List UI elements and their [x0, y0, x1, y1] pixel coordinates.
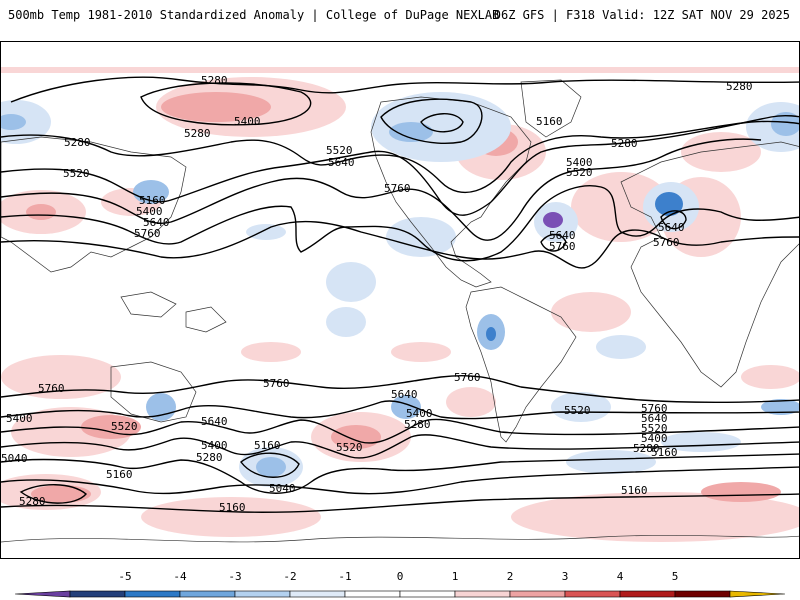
valid-time: 06Z GFS | F318 Valid: 12Z SAT NOV 29 202…: [493, 8, 790, 22]
contour-label: 5640: [143, 216, 170, 229]
contour-label: 5640: [328, 156, 355, 169]
contour-label: 5520: [326, 144, 353, 157]
colorbar-label: 3: [561, 570, 569, 583]
colorbar-label: -3: [228, 570, 242, 583]
contour-label: 5760: [454, 371, 481, 384]
contour-label: 5280: [184, 127, 211, 140]
colorbar-label: 1: [451, 570, 459, 583]
colorbar-swatch: [454, 590, 511, 598]
colorbar-label: 2: [506, 570, 514, 583]
contour-label: 5400: [6, 412, 33, 425]
contour-label: 5280: [19, 495, 46, 508]
colorbar-swatch: [564, 590, 621, 598]
contour-label: 5280: [196, 451, 223, 464]
contour-label: 5640: [641, 412, 668, 425]
contour-label: 5280: [726, 80, 753, 93]
contour-label: 5160: [106, 468, 133, 481]
colorbar-graphic: [14, 590, 786, 598]
colorbar-label: 4: [616, 570, 624, 583]
contour-label: 5640: [391, 388, 418, 401]
contour-label: 5760: [38, 382, 65, 395]
colorbar-swatch: [69, 590, 126, 598]
colorbar-label: -2: [283, 570, 297, 583]
contour-label: 5160: [219, 501, 246, 514]
colorbar-swatches: [14, 590, 786, 598]
colorbar-swatch: [619, 590, 676, 598]
colorbar-swatch: [509, 590, 566, 598]
contour-label: 5280: [404, 418, 431, 431]
colorbar-label: 0: [396, 570, 404, 583]
contour-label: 5400: [406, 407, 433, 420]
colorbar: -5 -4 -3 -2 -1 0 1 2 3 4 5: [0, 570, 800, 600]
contour-label: 5520: [63, 167, 90, 180]
contour-label: 5160: [651, 446, 678, 459]
contour-label: 5040: [1, 452, 28, 465]
contour-label: 5280: [201, 74, 228, 87]
contour-label: 5520: [564, 404, 591, 417]
contour-label: 5280: [633, 442, 660, 455]
contour-label: 5160: [621, 484, 648, 497]
height-contours: [1, 76, 799, 513]
contour-label: 5520: [111, 420, 138, 433]
contour-label: 5760: [263, 377, 290, 390]
contour-label: 5640: [201, 415, 228, 428]
contour-label: 5400: [201, 439, 228, 452]
contour-label: 5760: [134, 227, 161, 240]
contour-label: 5520: [336, 441, 363, 454]
contour-label: 5160: [536, 115, 563, 128]
contour-label: 5280: [611, 137, 638, 150]
colorbar-label: 5: [671, 570, 679, 583]
colorbar-swatch: [124, 590, 181, 598]
contour-label: 5760: [653, 236, 680, 249]
colorbar-swatch: [289, 590, 346, 598]
contour-label: 5400: [234, 115, 261, 128]
contour-label: 5280: [64, 136, 91, 149]
colorbar-label: -5: [118, 570, 132, 583]
contour-label: 5760: [384, 182, 411, 195]
colorbar-swatch: [344, 590, 401, 598]
colorbar-label: -1: [338, 570, 352, 583]
contour-label: 5640: [658, 221, 685, 234]
map-title: 500mb Temp 1981-2010 Standardized Anomal…: [8, 8, 500, 22]
anomaly-map[interactable]: 5280 5280 5400 5280 5280 5280 5160 5520 …: [0, 41, 800, 559]
contour-label: 5400: [136, 205, 163, 218]
contour-label: 5400: [566, 156, 593, 169]
colorbar-swatch: [729, 590, 786, 598]
land-outlines: [1, 79, 799, 543]
colorbar-swatch: [179, 590, 236, 598]
colorbar-swatch: [674, 590, 731, 598]
contour-label: 5760: [641, 402, 668, 415]
contour-label: 5760: [549, 240, 576, 253]
contour-label: 5040: [269, 482, 296, 495]
colorbar-label: -4: [173, 570, 187, 583]
contour-label: 5520: [566, 166, 593, 179]
contour-label: 5400: [641, 432, 668, 445]
colorbar-swatch: [399, 590, 456, 598]
header: 500mb Temp 1981-2010 Standardized Anomal…: [0, 0, 800, 32]
colorbar-swatch: [14, 590, 71, 598]
contour-label: 5640: [549, 229, 576, 242]
colorbar-swatch: [234, 590, 291, 598]
contour-label: 5520: [641, 422, 668, 435]
anomaly-shading: [1, 67, 799, 542]
contour-label: 5160: [254, 439, 281, 452]
contour-label: 5160: [139, 194, 166, 207]
contour-labels: 5280 5280 5400 5280 5280 5280 5160 5520 …: [1, 74, 753, 514]
